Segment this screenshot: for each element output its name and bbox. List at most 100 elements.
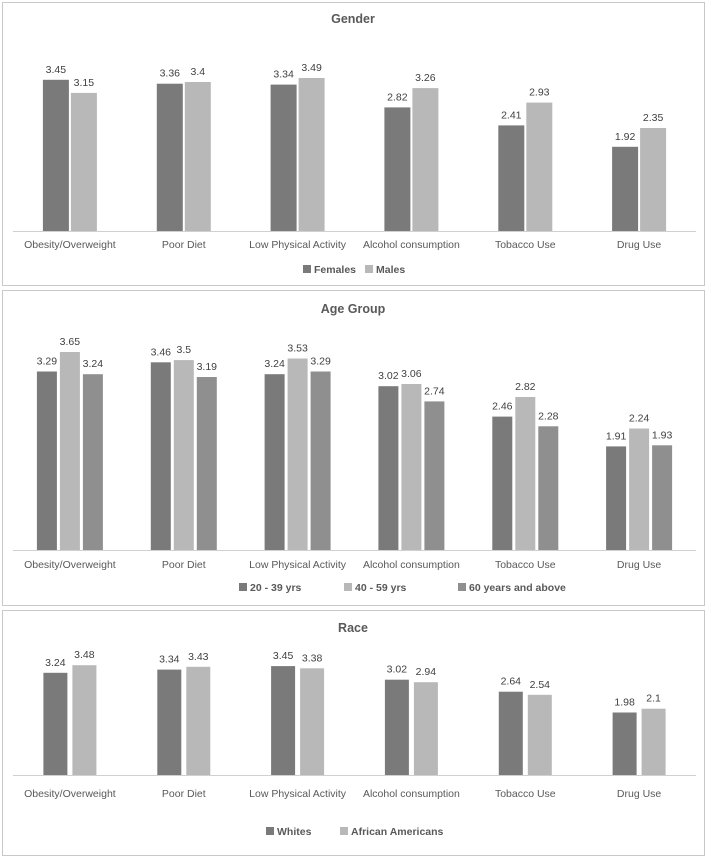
race-bar-whites-low-physical-activity bbox=[271, 666, 296, 775]
age-group-chart: Age Group 3.293.65 3.24 Obesity/Overweight 3… bbox=[13, 302, 696, 594]
race-bar-african-americans-alcohol-consumption bbox=[413, 682, 438, 775]
gender-chart-title: Gender bbox=[331, 12, 375, 26]
race-value-label-african-americans-drug-use: 2.1 bbox=[646, 693, 661, 705]
gender-bar-females-drug-use bbox=[612, 146, 639, 231]
gender-value-label-males-poor-diet: 3.4 bbox=[190, 66, 205, 78]
race-bar-whites-drug-use bbox=[612, 712, 637, 775]
race-chart-title: Race bbox=[338, 621, 368, 635]
gender-bar-females-alcohol-consumption bbox=[384, 107, 411, 231]
age-group-bar-40-59-yrs-low-physical-activity bbox=[287, 358, 308, 550]
race-bar-african-americans-low-physical-activity bbox=[300, 668, 325, 775]
race-bar-whites-tobacco-use bbox=[498, 691, 523, 775]
age-group-bar-40-59-yrs-drug-use bbox=[629, 428, 650, 550]
age-group-legend-swatch-20-39-yrs bbox=[239, 583, 247, 591]
age-group-bar-60-years-and-above-obesity-overweight bbox=[82, 374, 103, 550]
age-group-bar-40-59-yrs-alcohol-consumption bbox=[401, 384, 422, 550]
gender-bar-males-alcohol-consumption bbox=[412, 88, 439, 231]
age-group-value-label-40-59-yrs-alcohol-consumption: 3.06 bbox=[401, 368, 422, 380]
race-bar-african-americans-tobacco-use bbox=[527, 694, 552, 775]
gender-category-label-low-physical-activity: Low Physical Activity bbox=[249, 239, 347, 251]
age-group-value-label-60-years-and-above-alcohol-consumption: 2.74 bbox=[424, 385, 445, 397]
gender-category-label-obesity-overweight: Obesity/Overweight bbox=[24, 239, 116, 251]
age-group-value-label-60-years-and-above-tobacco-use: 2.28 bbox=[538, 410, 559, 422]
age-group-value-label-20-39-yrs-low-physical-activity: 3.24 bbox=[264, 358, 285, 370]
race-legend-label-african-americans: African Americans bbox=[351, 826, 444, 838]
race-value-label-african-americans-poor-diet: 3.43 bbox=[188, 651, 209, 663]
race-value-label-whites-obesity-overweight: 3.24 bbox=[45, 657, 66, 669]
age-group-value-label-60-years-and-above-drug-use: 1.93 bbox=[652, 429, 673, 441]
race-category-label-obesity-overweight: Obesity/Overweight bbox=[24, 788, 116, 800]
age-group-bar-60-years-and-above-drug-use bbox=[652, 445, 673, 550]
age-group-bar-20-39-yrs-low-physical-activity bbox=[264, 374, 285, 550]
age-group-bar-60-years-and-above-low-physical-activity bbox=[310, 371, 331, 550]
gender-bar-females-low-physical-activity bbox=[270, 84, 297, 231]
age-group-value-label-20-39-yrs-poor-diet: 3.46 bbox=[151, 346, 172, 358]
age-group-chart-title: Age Group bbox=[321, 302, 386, 316]
gender-value-label-females-obesity-overweight: 3.45 bbox=[46, 64, 67, 76]
race-value-label-whites-poor-diet: 3.34 bbox=[159, 654, 180, 666]
age-group-bar-20-39-yrs-alcohol-consumption bbox=[378, 386, 399, 550]
age-group-legend-label-40-59-yrs: 40 - 59 yrs bbox=[355, 582, 407, 594]
age-group-category-label-tobacco-use: Tobacco Use bbox=[495, 559, 556, 571]
race-chart-panel: Race 3.24 3.48 Obesity/Overweight 3.34 3.43 Po… bbox=[2, 610, 705, 856]
age-group-value-label-60-years-and-above-poor-diet: 3.19 bbox=[197, 361, 218, 373]
age-group-value-label-20-39-yrs-obesity-overweight: 3.29 bbox=[37, 356, 58, 368]
race-value-label-african-americans-tobacco-use: 2.54 bbox=[530, 679, 551, 691]
gender-category-label-drug-use: Drug Use bbox=[617, 239, 662, 251]
gender-value-label-females-drug-use: 1.92 bbox=[615, 131, 636, 143]
age-group-value-label-40-59-yrs-drug-use: 2.24 bbox=[629, 413, 650, 425]
race-category-label-tobacco-use: Tobacco Use bbox=[495, 788, 556, 800]
race-legend-swatch-whites bbox=[266, 827, 274, 835]
age-group-bar-60-years-and-above-tobacco-use bbox=[538, 426, 559, 550]
race-bar-african-americans-poor-diet bbox=[186, 666, 211, 775]
age-group-bar-40-59-yrs-obesity-overweight bbox=[59, 352, 80, 550]
gender-value-label-males-obesity-overweight: 3.15 bbox=[74, 77, 95, 89]
gender-chart: Gender 3.45 3.15 Obesity/Overweight 3.36 3.4 P… bbox=[13, 12, 696, 276]
race-category-label-alcohol-consumption: Alcohol consumption bbox=[363, 788, 460, 800]
age-group-chart-panel: Age Group 3.29 3.65 3.24 Obesity/Overweight 3… bbox=[2, 290, 705, 606]
race-legend-label-whites: Whites bbox=[277, 826, 312, 838]
age-group-value-label-40-59-yrs-obesity-overweight: 3.65 bbox=[60, 336, 81, 348]
age-group-value-label-20-39-yrs-tobacco-use: 2.46 bbox=[492, 401, 513, 413]
race-bar-whites-poor-diet bbox=[157, 669, 182, 775]
age-group-legend-swatch-40-59-yrs bbox=[344, 583, 352, 591]
age-group-legend-swatch-60-years-and-above bbox=[458, 583, 466, 591]
gender-value-label-males-alcohol-consumption: 3.26 bbox=[415, 72, 436, 84]
race-bar-african-americans-drug-use bbox=[641, 708, 666, 775]
race-value-label-whites-tobacco-use: 2.64 bbox=[501, 676, 522, 688]
gender-legend-label-males: Males bbox=[376, 264, 405, 276]
age-group-value-label-40-59-yrs-low-physical-activity: 3.53 bbox=[287, 343, 308, 355]
age-group-bar-20-39-yrs-poor-diet bbox=[150, 362, 171, 550]
age-group-category-label-obesity-overweight: Obesity/Overweight bbox=[24, 559, 116, 571]
race-value-label-whites-drug-use: 1.98 bbox=[614, 697, 635, 709]
race-chart: Race 3.24 3.48 Obesity/Overweight 3.34 3.43 Po… bbox=[13, 621, 696, 838]
age-group-value-label-20-39-yrs-drug-use: 1.91 bbox=[606, 430, 627, 442]
race-value-label-african-americans-obesity-overweight: 3.48 bbox=[74, 649, 95, 661]
gender-value-label-females-low-physical-activity: 3.34 bbox=[273, 69, 294, 81]
gender-category-label-tobacco-use: Tobacco Use bbox=[495, 239, 556, 251]
race-value-label-whites-low-physical-activity: 3.45 bbox=[273, 650, 294, 662]
race-value-label-african-americans-low-physical-activity: 3.38 bbox=[302, 652, 323, 664]
race-bar-whites-alcohol-consumption bbox=[384, 679, 409, 775]
age-group-category-label-drug-use: Drug Use bbox=[617, 559, 662, 571]
gender-legend-label-females: Females bbox=[314, 264, 356, 276]
gender-value-label-males-drug-use: 2.35 bbox=[643, 112, 664, 124]
race-category-label-low-physical-activity: Low Physical Activity bbox=[249, 788, 347, 800]
race-category-label-poor-diet: Poor Diet bbox=[162, 788, 206, 800]
race-category-label-drug-use: Drug Use bbox=[617, 788, 662, 800]
age-group-category-label-poor-diet: Poor Diet bbox=[162, 559, 206, 571]
age-group-value-label-20-39-yrs-alcohol-consumption: 3.02 bbox=[378, 370, 399, 382]
gender-category-label-poor-diet: Poor Diet bbox=[162, 239, 206, 251]
age-group-bar-20-39-yrs-obesity-overweight bbox=[36, 371, 57, 550]
race-bar-african-americans-obesity-overweight bbox=[72, 665, 97, 775]
gender-value-label-females-alcohol-consumption: 2.82 bbox=[387, 91, 408, 103]
gender-bar-males-drug-use bbox=[640, 128, 667, 231]
gender-legend-swatch-males bbox=[365, 265, 373, 273]
age-group-category-label-low-physical-activity: Low Physical Activity bbox=[249, 559, 347, 571]
age-group-bar-20-39-yrs-tobacco-use bbox=[492, 416, 513, 550]
age-group-bar-60-years-and-above-poor-diet bbox=[196, 377, 217, 550]
race-bar-whites-obesity-overweight bbox=[43, 672, 68, 775]
gender-bar-males-low-physical-activity bbox=[298, 78, 325, 231]
race-legend-swatch-african-americans bbox=[340, 827, 348, 835]
gender-value-label-males-tobacco-use: 2.93 bbox=[529, 87, 550, 99]
